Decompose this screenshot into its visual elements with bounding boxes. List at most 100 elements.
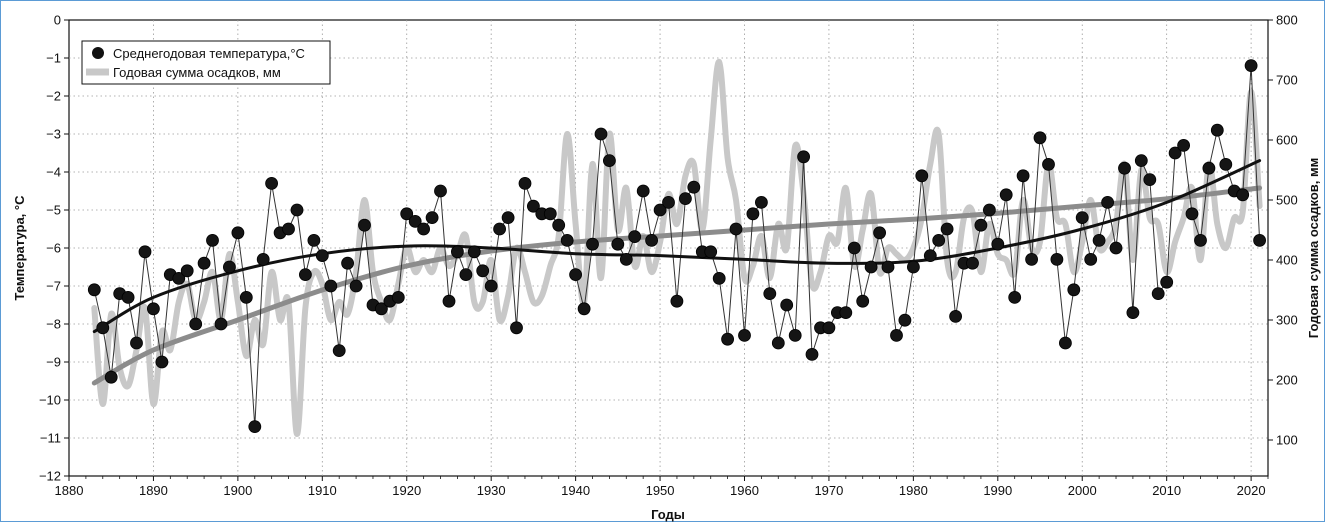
temperature-point bbox=[527, 199, 540, 213]
temperature-point bbox=[1244, 59, 1258, 72]
temperature-point bbox=[780, 298, 794, 312]
y-left-tick-label: −12 bbox=[39, 469, 61, 484]
legend-precipitation-label: Годовая сумма осадков, мм bbox=[113, 65, 281, 80]
temperature-point bbox=[518, 176, 532, 190]
temperature-point bbox=[1168, 146, 1182, 160]
x-axis-title: Годы bbox=[651, 507, 685, 522]
temperature-point bbox=[907, 260, 920, 274]
temperature-point bbox=[349, 279, 363, 293]
temperature-point bbox=[155, 355, 169, 369]
x-tick-label: 1990 bbox=[983, 483, 1012, 498]
legend-temperature-label: Среднегодовая температура,°С bbox=[113, 46, 305, 61]
temperature-point bbox=[1016, 169, 1030, 183]
temperature-point bbox=[923, 249, 937, 263]
temperature-point bbox=[966, 256, 979, 270]
temperature-point bbox=[704, 245, 718, 259]
temperature-point bbox=[577, 302, 591, 316]
temperature-point bbox=[408, 214, 422, 228]
temperature-point bbox=[687, 180, 701, 194]
temperature-point bbox=[670, 294, 684, 308]
temperature-point bbox=[290, 203, 304, 217]
x-tick-label: 1950 bbox=[646, 483, 675, 498]
temperature-point bbox=[87, 283, 101, 297]
temperature-point bbox=[619, 252, 633, 266]
temperature-point bbox=[603, 154, 616, 168]
temperature-point bbox=[1202, 161, 1216, 175]
x-tick-label: 1900 bbox=[223, 483, 252, 498]
temperature-point bbox=[265, 176, 279, 190]
temperature-point bbox=[1177, 138, 1190, 152]
temperature-point bbox=[1059, 336, 1072, 350]
temperature-point bbox=[1050, 252, 1064, 266]
temperature-point bbox=[197, 256, 211, 270]
temperature-point bbox=[130, 336, 143, 350]
temperature-point bbox=[611, 237, 625, 251]
temperature-point bbox=[1194, 233, 1207, 247]
x-tick-label: 2020 bbox=[1237, 483, 1266, 498]
y-right-tick-label: 500 bbox=[1276, 193, 1298, 208]
temperature-point bbox=[569, 268, 582, 282]
temperature-point bbox=[324, 279, 338, 293]
y-left-tick-label: −2 bbox=[46, 89, 61, 104]
y-left-tick-label: −3 bbox=[46, 127, 61, 142]
temperature-point bbox=[121, 290, 135, 304]
temperature-point bbox=[847, 241, 861, 255]
temperature-point bbox=[417, 222, 431, 236]
temperature-point bbox=[628, 230, 642, 244]
y-left-tick-label: −9 bbox=[46, 355, 61, 370]
y-left-tick-label: −8 bbox=[46, 317, 61, 332]
y-right-tick-label: 600 bbox=[1276, 133, 1298, 148]
temperature-point bbox=[214, 317, 228, 331]
temperature-point bbox=[434, 184, 447, 198]
temperature-point bbox=[1084, 252, 1098, 266]
temperature-point bbox=[104, 370, 118, 384]
x-tick-label: 2000 bbox=[1068, 483, 1097, 498]
temperature-point bbox=[442, 294, 456, 308]
x-tick-label: 1920 bbox=[392, 483, 421, 498]
temperature-point bbox=[653, 203, 667, 217]
temperature-point bbox=[206, 233, 219, 247]
temperature-point bbox=[636, 184, 650, 198]
temperature-point bbox=[1134, 154, 1148, 168]
y-left-tick-label: −4 bbox=[46, 165, 61, 180]
temperature-point bbox=[1075, 211, 1089, 225]
temperature-point bbox=[890, 328, 903, 342]
temperature-point bbox=[1151, 287, 1165, 301]
x-tick-label: 1960 bbox=[730, 483, 759, 498]
x-tick-label: 1930 bbox=[477, 483, 506, 498]
temperature-point bbox=[552, 218, 566, 232]
y-right-tick-label: 400 bbox=[1276, 253, 1298, 268]
temperature-point bbox=[282, 222, 295, 236]
temperature-point bbox=[679, 192, 692, 206]
temperature-point bbox=[991, 237, 1005, 251]
x-tick-label: 1940 bbox=[561, 483, 590, 498]
y-right-tick-label: 700 bbox=[1276, 73, 1298, 88]
temperature-point bbox=[999, 188, 1013, 202]
temperature-point bbox=[974, 218, 988, 232]
y-left-tick-label: −5 bbox=[46, 203, 61, 218]
y-left-tick-label: 0 bbox=[54, 13, 61, 28]
temperature-point bbox=[746, 207, 760, 221]
x-tick-label: 1880 bbox=[55, 483, 84, 498]
temperature-point bbox=[873, 226, 886, 240]
temperature-point bbox=[771, 336, 785, 350]
temperature-point bbox=[721, 332, 734, 346]
temperature-point bbox=[822, 321, 836, 335]
temperature-point bbox=[256, 252, 270, 266]
temperature-point bbox=[560, 233, 574, 247]
x-tick-label: 1980 bbox=[899, 483, 928, 498]
temperature-point bbox=[493, 222, 507, 236]
precipitation-trend-line bbox=[91, 185, 1263, 386]
temperature-point bbox=[307, 233, 321, 247]
temperature-point bbox=[189, 317, 203, 331]
y-right-tick-label: 800 bbox=[1276, 13, 1298, 28]
y-right-tick-label: 100 bbox=[1276, 433, 1298, 448]
temperature-point bbox=[1008, 290, 1022, 304]
temperature-point bbox=[1219, 157, 1233, 171]
temperature-point bbox=[1042, 157, 1055, 171]
temperature-point bbox=[146, 302, 160, 316]
temperature-point bbox=[864, 260, 878, 274]
temperature-point bbox=[940, 222, 954, 236]
